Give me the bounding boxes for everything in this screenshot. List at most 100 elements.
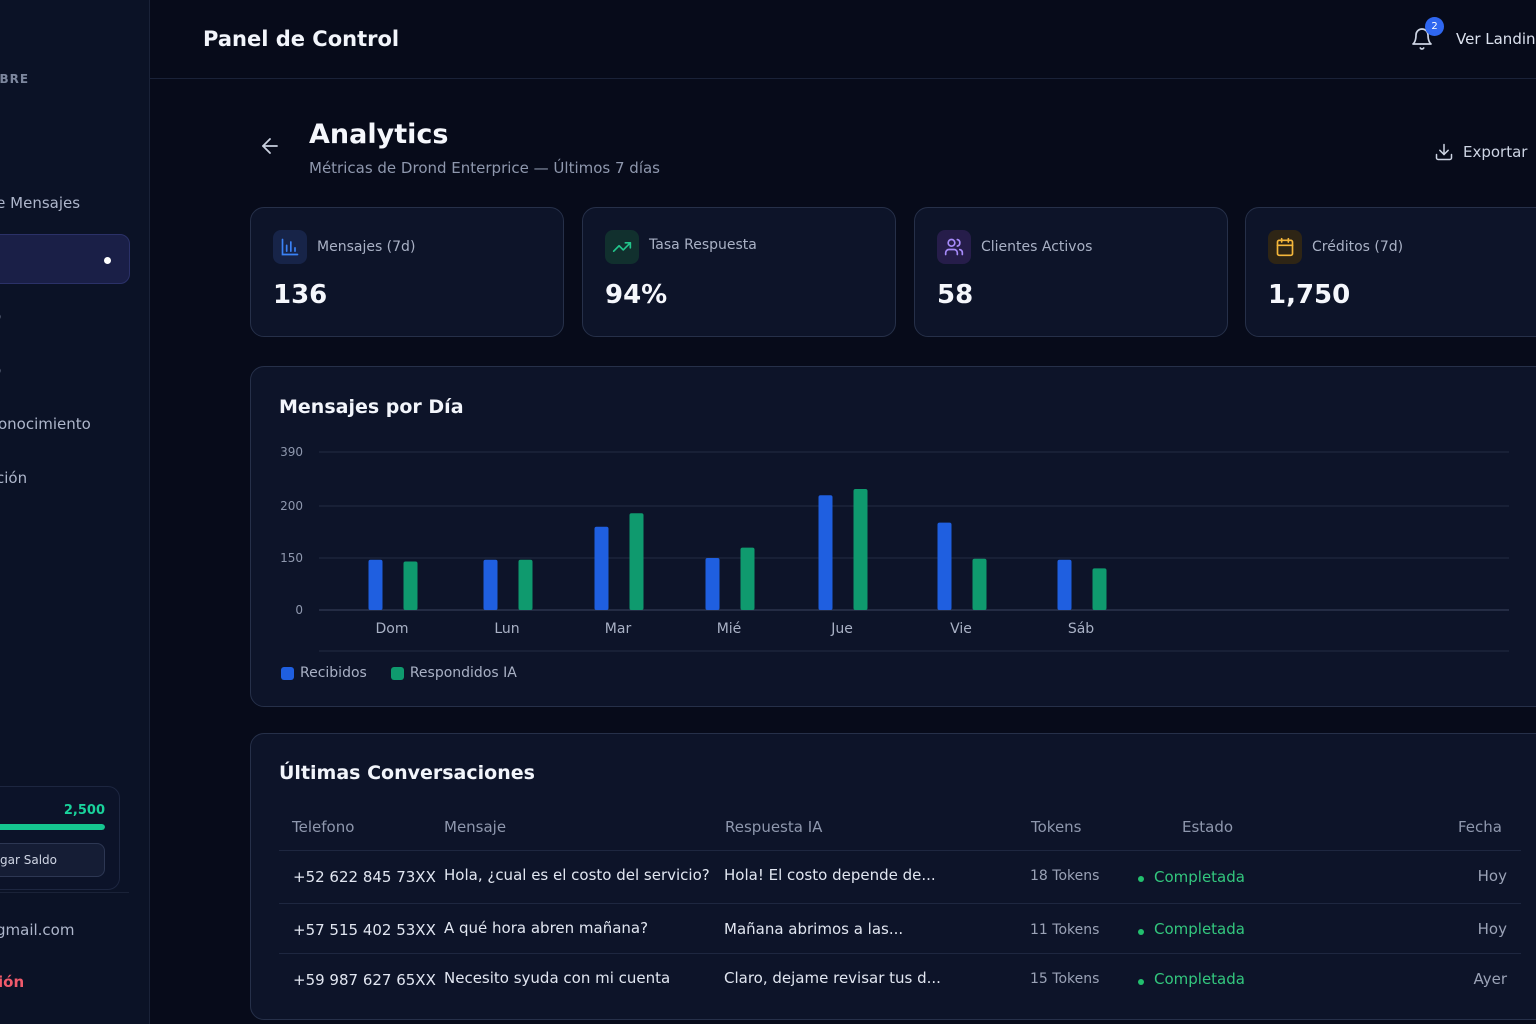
y-tick-label: 0 — [295, 603, 303, 617]
cell-tokens: 15 Tokens — [1030, 971, 1100, 987]
stat-value: 1,750 — [1268, 280, 1351, 310]
bar-chart: 0 150 200 390 Dom Lun Mar Mié Jue Vie Sáb — [280, 445, 1509, 652]
legend-swatch — [390, 666, 404, 680]
bar-ai-replied[interactable] — [1092, 568, 1107, 610]
export-button[interactable]: Exportar — [1434, 139, 1527, 165]
bar-ai-replied[interactable] — [740, 547, 755, 610]
stat-label: Tasa Respuesta — [649, 237, 757, 253]
bar-received[interactable] — [594, 526, 609, 610]
column-header-date: Fecha — [1458, 818, 1502, 836]
chart-title: Mensajes por Día — [279, 396, 464, 418]
stat-value: 94% — [605, 280, 668, 310]
table-title: Últimas Conversaciones — [279, 762, 535, 784]
bar-received[interactable] — [483, 559, 498, 610]
cell-status: Completada — [1154, 868, 1245, 886]
cell-message: Necesito syuda con mi cuenta — [444, 969, 671, 987]
y-tick-label: 150 — [280, 551, 303, 565]
cell-ai-reply: Claro, dejame revisar tus d... — [724, 969, 941, 987]
cell-ai-reply: Mañana abrimos a las... — [724, 920, 904, 938]
x-tick-label: Sáb — [1068, 621, 1094, 637]
notification-badge: 2 — [1425, 17, 1444, 36]
x-tick-label: Lun — [494, 621, 519, 637]
view-landing-link[interactable]: Ver Landing — [1456, 30, 1536, 48]
legend-swatch — [281, 666, 294, 680]
x-tick-label: Mar — [605, 621, 632, 637]
sidebar-item-messages[interactable]: le Mensajes — [0, 194, 81, 212]
stat-card-active-clients: Clientes Activos 58 — [914, 207, 1228, 337]
bar-received[interactable] — [1057, 559, 1072, 610]
stat-value: 58 — [937, 280, 974, 310]
wallet-progress-bar — [0, 824, 105, 830]
x-tick-label: Dom — [376, 621, 409, 637]
stat-label: Mensajes (7d) — [317, 239, 416, 255]
bar-chart-icon — [273, 230, 307, 264]
cell-date: Hoy — [1477, 867, 1507, 885]
app-title: Panel de Control — [203, 27, 400, 51]
x-tick-label: Jue — [830, 621, 853, 637]
bar-received[interactable] — [705, 558, 720, 610]
column-header-ai-reply: Respuesta IA — [725, 818, 823, 836]
status-dot — [1138, 979, 1144, 985]
active-indicator-dot — [104, 257, 111, 264]
status-dot — [1138, 929, 1144, 935]
cell-date: Ayer — [1473, 970, 1507, 988]
stat-label: Clientes Activos — [981, 239, 1093, 255]
bar-received[interactable] — [818, 495, 833, 610]
cell-phone: +52 622 845 73XX — [293, 868, 436, 886]
user-email: gmail.com — [0, 921, 75, 939]
bar-ai-replied[interactable] — [518, 559, 533, 610]
x-tick-label: Vie — [950, 621, 972, 637]
bar-ai-replied[interactable] — [403, 561, 418, 610]
legend-item-received: Recibidos — [281, 665, 367, 681]
download-icon — [1435, 143, 1453, 161]
stat-value: 136 — [273, 280, 328, 310]
logout-link[interactable]: ión — [0, 973, 25, 991]
trending-up-icon — [605, 230, 639, 264]
bar-received[interactable] — [368, 559, 383, 610]
sidebar-item-analytics-active[interactable] — [0, 234, 130, 284]
sidebar-item-config[interactable]: ción — [0, 469, 28, 487]
page-subtitle: Métricas de Drond Enterprice — Últimos 7… — [309, 159, 660, 177]
sidebar-item-4[interactable]: o — [0, 361, 1, 379]
bell-icon[interactable] — [1410, 27, 1434, 51]
sidebar: IBRE le Mensajes o o onocimiento ción 2,… — [0, 0, 150, 1024]
bar-ai-replied[interactable] — [972, 558, 987, 610]
page-title: Analytics — [309, 119, 449, 150]
row-divider — [279, 903, 1521, 904]
legend-item-ai-replied: Respondidos IA — [390, 665, 517, 681]
sidebar-item-knowledge[interactable]: onocimiento — [0, 415, 91, 433]
users-icon — [937, 230, 971, 264]
recharge-button[interactable]: gar Saldo — [0, 843, 105, 877]
column-header-message: Mensaje — [444, 818, 507, 836]
bar-ai-replied[interactable] — [853, 488, 868, 610]
cell-tokens: 11 Tokens — [1030, 922, 1100, 938]
wallet-card: 2,500 gar Saldo — [0, 786, 120, 890]
column-header-status: Estado — [1182, 818, 1234, 836]
legend-label: Respondidos IA — [409, 665, 517, 681]
y-tick-label: 200 — [280, 499, 303, 513]
bar-received[interactable] — [937, 522, 952, 610]
cell-date: Hoy — [1477, 920, 1507, 938]
stat-card-messages: Mensajes (7d) 136 — [250, 207, 564, 337]
recent-conversations-card: Últimas Conversaciones Telefono Mensaje … — [250, 733, 1536, 1020]
y-tick-label: 390 — [280, 445, 303, 459]
messages-per-day-chart-card: Mensajes por Día 0 150 200 390 Dom Lun Mar Mié J… — [250, 366, 1536, 707]
calendar-icon — [1268, 230, 1302, 264]
column-header-tokens: Tokens — [1031, 818, 1082, 836]
row-divider — [279, 953, 1521, 954]
sidebar-divider — [0, 892, 129, 893]
wallet-balance: 2,500 — [63, 803, 105, 818]
sidebar-item-3[interactable]: o — [0, 307, 1, 325]
row-divider — [279, 850, 1521, 851]
cell-ai-reply: Hola! El costo depende de... — [724, 866, 936, 884]
cell-message: A qué hora abren mañana? — [444, 919, 649, 937]
cell-phone: +59 987 627 65XX — [293, 971, 436, 989]
cell-status: Completada — [1154, 920, 1245, 938]
chart-legend: Recibidos Respondidos IA — [281, 665, 517, 681]
cell-message: Hola, ¿cual es el costo del servicio? — [444, 866, 710, 884]
bar-ai-replied[interactable] — [629, 513, 644, 610]
column-header-phone: Telefono — [292, 818, 355, 836]
wallet-progress-fill — [0, 824, 105, 830]
plan-label: IBRE — [0, 72, 30, 86]
back-arrow-icon[interactable] — [258, 134, 282, 158]
